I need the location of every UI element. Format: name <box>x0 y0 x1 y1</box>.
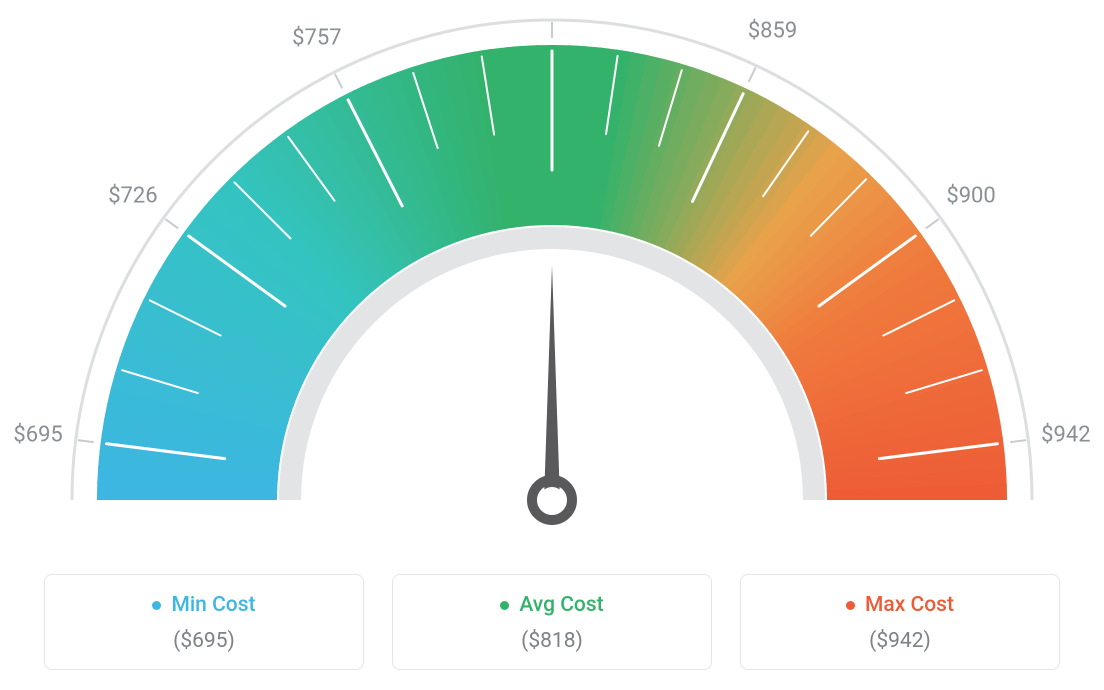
legend-row: Min Cost ($695) Avg Cost ($818) Max Cost… <box>0 574 1104 670</box>
cost-gauge: $695$726$757$818$859$900$942 <box>0 0 1104 560</box>
legend-label-min: Min Cost <box>171 593 255 617</box>
gauge-tick-label: $757 <box>292 26 341 51</box>
legend-title-min: Min Cost <box>152 593 255 617</box>
legend-value-max: ($942) <box>751 629 1049 653</box>
legend-dot-min <box>152 601 161 610</box>
legend-card-max: Max Cost ($942) <box>740 574 1060 670</box>
gauge-tick-label: $695 <box>13 423 62 448</box>
legend-label-avg: Avg Cost <box>519 593 603 617</box>
legend-value-avg: ($818) <box>403 629 701 653</box>
legend-title-max: Max Cost <box>846 593 954 617</box>
legend-card-min: Min Cost ($695) <box>44 574 364 670</box>
legend-dot-avg <box>500 601 509 610</box>
gauge-tick-label: $859 <box>748 19 797 44</box>
gauge-tick-label: $726 <box>108 183 157 208</box>
legend-label-max: Max Cost <box>865 593 954 617</box>
legend-title-avg: Avg Cost <box>500 593 603 617</box>
legend-value-min: ($695) <box>55 629 353 653</box>
gauge-tick-label: $900 <box>946 183 995 208</box>
gauge-tick-label: $942 <box>1041 423 1090 448</box>
gauge-svg <box>0 0 1104 560</box>
legend-dot-max <box>846 601 855 610</box>
legend-card-avg: Avg Cost ($818) <box>392 574 712 670</box>
